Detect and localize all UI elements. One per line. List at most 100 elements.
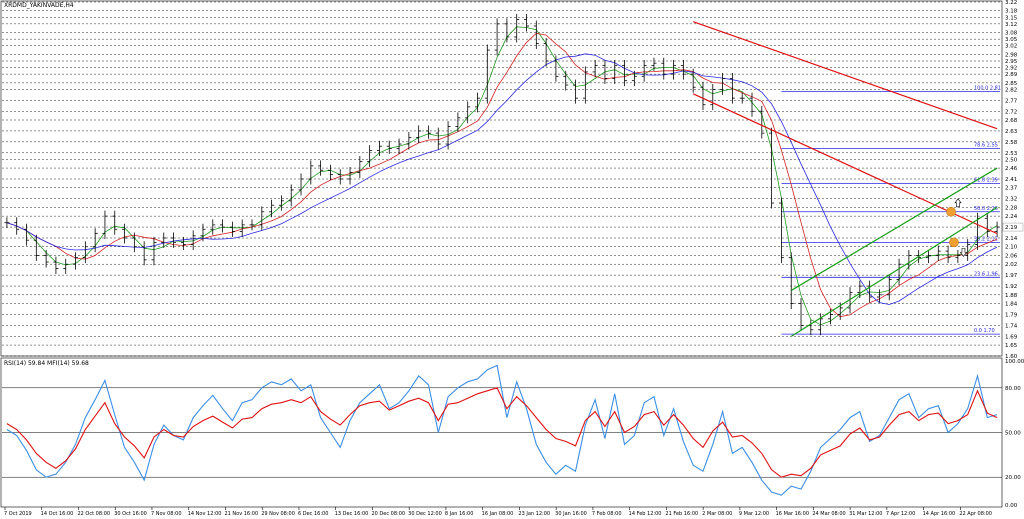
fib-level-label: 100.0 2.81	[974, 86, 1001, 92]
date-tick-label: 22 Oct 08:00	[77, 511, 110, 517]
price-tick-label: 2.32	[1005, 197, 1017, 203]
date-tick-label: 14 Feb 12:00	[629, 511, 662, 517]
price-tick-label: 2.72	[1005, 109, 1017, 115]
trend-channel-line	[692, 21, 998, 130]
price-tick-label: 2.63	[1005, 129, 1018, 135]
price-tick-label: 2.06	[1005, 253, 1018, 259]
date-tick-label: 30 Jan 16:00	[555, 511, 587, 517]
date-axis: 7 Oct 2019 14 Oct 16:00 22 Oct 08:00 30 Oct…	[4, 507, 992, 517]
price-tick-label: 3.05	[1005, 37, 1018, 43]
price-tick-label: 2.50	[1005, 157, 1018, 163]
fib-level-label: 38.2 2.12	[974, 236, 998, 242]
price-tick-label: 2.82	[1005, 87, 1017, 93]
price-grid	[2, 1, 1002, 357]
price-tick-label: 2.53	[1005, 151, 1018, 157]
moving-average-line	[6, 32, 998, 318]
trade-marker-dot	[946, 206, 956, 217]
date-tick-label: 31 Mar 12:00	[849, 511, 882, 517]
price-tick-label: 2.41	[1005, 177, 1017, 183]
price-tick-label: 3.02	[1005, 44, 1017, 50]
date-tick-label: 7 Feb 08:00	[592, 511, 622, 517]
fib-level-label: 50.0 2.26	[974, 206, 998, 212]
date-tick-label: 9 Mar 12:00	[739, 511, 769, 517]
price-tick-label: 2.89	[1005, 72, 1018, 78]
oscillator-tick-label: 100.00	[1005, 359, 1024, 365]
price-tick-label: 1.65	[1005, 343, 1018, 349]
price-tick-label: 2.46	[1005, 166, 1018, 172]
date-tick-label: 20 Dec 08:00	[371, 511, 405, 517]
oscillator-tick-label: 80.00	[1005, 386, 1021, 392]
date-tick-label: 30 Dec 12:00	[408, 511, 442, 517]
up-arrow-icon	[954, 198, 962, 208]
current-price-label: 2.19	[1005, 225, 1018, 231]
price-tick-label: 3.22	[1005, 0, 1017, 6]
fib-level-label: 78.6 2.55	[974, 142, 998, 148]
oscillator-tick-label: 0.00	[1005, 503, 1018, 509]
price-tick-label: 2.77	[1005, 98, 1018, 104]
price-tick-label: 2.37	[1005, 186, 1018, 192]
price-axis: 3.22 3.183.153.12 3.083.053.02 2.982.952.92…	[1002, 0, 1024, 360]
fib-level-label: 0.0 1.70	[974, 328, 995, 334]
price-tick-label: 1.79	[1005, 312, 1018, 318]
price-tick-label: 2.58	[1005, 140, 1018, 146]
moving-average-line	[6, 53, 998, 305]
price-tick-label: 2.92	[1005, 66, 1017, 72]
trade-markers	[946, 198, 968, 257]
date-tick-label: 7 Nov 08:00	[151, 511, 182, 517]
price-tick-label: 3.18	[1005, 9, 1018, 15]
date-tick-label: 13 Dec 16:00	[335, 511, 369, 517]
price-tick-label: 1.60	[1005, 354, 1018, 360]
price-tick-label: 1.69	[1005, 334, 1018, 340]
price-tick-label: 2.14	[1005, 236, 1018, 242]
price-tick-label: 2.02	[1005, 262, 1017, 268]
date-tick-label: 24 Mar 08:00	[812, 511, 845, 517]
date-tick-label: 7 Apr 12:00	[886, 511, 915, 517]
price-tick-label: 2.95	[1005, 59, 1018, 65]
price-tick-label: 2.98	[1005, 52, 1018, 58]
fib-level-label: 23.6 1.96	[974, 271, 998, 277]
date-tick-label: 2 Mar 08:00	[702, 511, 732, 517]
date-tick-label: 8 Jan 16:00	[445, 511, 473, 517]
price-tick-label: 2.24	[1005, 214, 1018, 220]
price-tick-label: 1.74	[1005, 323, 1018, 329]
date-tick-label: 14 Oct 16:00	[41, 511, 74, 517]
price-tick-label: 3.15	[1005, 15, 1018, 21]
price-tick-label: 2.10	[1005, 245, 1018, 251]
moving-averages	[6, 26, 998, 326]
price-tick-label: 3.12	[1005, 22, 1017, 28]
oscillator-panel-frame	[0, 357, 1003, 508]
date-tick-label: 14 Apr 16:00	[923, 511, 956, 517]
trend-channel-line	[790, 206, 998, 337]
date-tick-label: 30 Oct 16:00	[114, 511, 147, 517]
price-bars	[4, 14, 1000, 336]
fib-level-label: 61.8 2.39	[974, 177, 998, 183]
date-tick-label: 23 Jan 12:00	[518, 511, 550, 517]
date-tick-label: 7 Oct 2019	[4, 511, 32, 517]
trend-channel-line	[692, 93, 998, 235]
date-tick-label: 14 Nov 12:00	[188, 511, 222, 517]
price-tick-label: 1.88	[1005, 293, 1018, 299]
price-tick-label: 2.68	[1005, 118, 1018, 124]
mfi-line	[6, 364, 998, 496]
oscillator-tick-label: 20.00	[1005, 475, 1021, 481]
current-price-box	[1002, 222, 1024, 232]
price-tick-label: 1.97	[1005, 273, 1018, 279]
price-tick-label: 2.85	[1005, 81, 1018, 87]
main-panel-frame	[0, 0, 1003, 357]
price-tick-label: 1.84	[1005, 302, 1018, 308]
rsi-line	[6, 387, 998, 478]
price-tick-label: 2.28	[1005, 205, 1018, 211]
date-tick-label: 21 Nov 16:00	[224, 511, 258, 517]
date-tick-label: 22 Apr 08:00	[959, 511, 992, 517]
price-tick-label: 1.92	[1005, 284, 1017, 290]
oscillator-header: RSI(14) 59.84 MFI(14) 59.68	[4, 360, 89, 367]
price-tick-label: 3.08	[1005, 31, 1018, 37]
oscillator-tick-label: 50.00	[1005, 431, 1021, 437]
oscillator-panel: 100.00 80.00 50.00 20.00 0.00	[2, 359, 1024, 509]
trade-marker-dot	[949, 237, 959, 248]
date-tick-label: 16 Jan 08:00	[482, 511, 514, 517]
down-arrow-icon	[959, 248, 968, 257]
trend-channel-line	[790, 167, 998, 291]
date-tick-label: 16 Mar 16:00	[776, 511, 809, 517]
